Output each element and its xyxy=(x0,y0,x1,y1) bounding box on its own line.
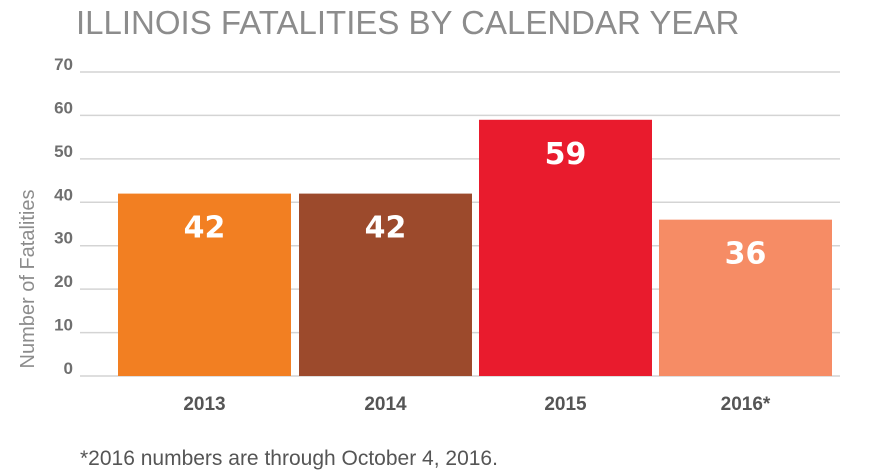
chart-title: ILLINOIS FATALITIES BY CALENDAR YEAR xyxy=(76,4,740,41)
y-tick-label: 70 xyxy=(54,55,73,74)
bar-2013 xyxy=(118,193,291,376)
y-tick-label: 10 xyxy=(54,316,73,335)
x-tick-label: 2013 xyxy=(183,394,225,415)
y-tick-label: 20 xyxy=(54,272,73,291)
y-tick-label: 60 xyxy=(54,98,73,117)
y-axis-ticks: 0 10 20 30 40 50 60 70 xyxy=(54,55,73,378)
y-tick-label: 30 xyxy=(54,229,73,248)
bar-value-label: 42 xyxy=(184,211,226,246)
x-tick-label: 2014 xyxy=(364,394,407,415)
x-tick-label: 2015 xyxy=(544,394,587,415)
bar-value-label: 42 xyxy=(365,211,407,246)
y-tick-label: 40 xyxy=(54,185,73,204)
value-labels: 42 42 59 36 xyxy=(184,137,767,272)
bars xyxy=(118,119,832,377)
bar-value-label: 36 xyxy=(725,237,767,272)
y-axis-label: Number of Fatalities xyxy=(17,190,39,369)
bar-value-label: 59 xyxy=(545,137,587,172)
bar-2014 xyxy=(299,193,472,376)
footnote: *2016 numbers are through October 4, 201… xyxy=(80,447,498,470)
y-tick-label: 50 xyxy=(54,142,73,161)
x-tick-label: 2016* xyxy=(721,394,771,415)
x-axis-ticks: 2013 2014 2015 2016* xyxy=(183,394,771,415)
bar-2016 xyxy=(659,219,832,376)
y-tick-label: 0 xyxy=(64,359,73,378)
bar-2015 xyxy=(479,119,652,377)
